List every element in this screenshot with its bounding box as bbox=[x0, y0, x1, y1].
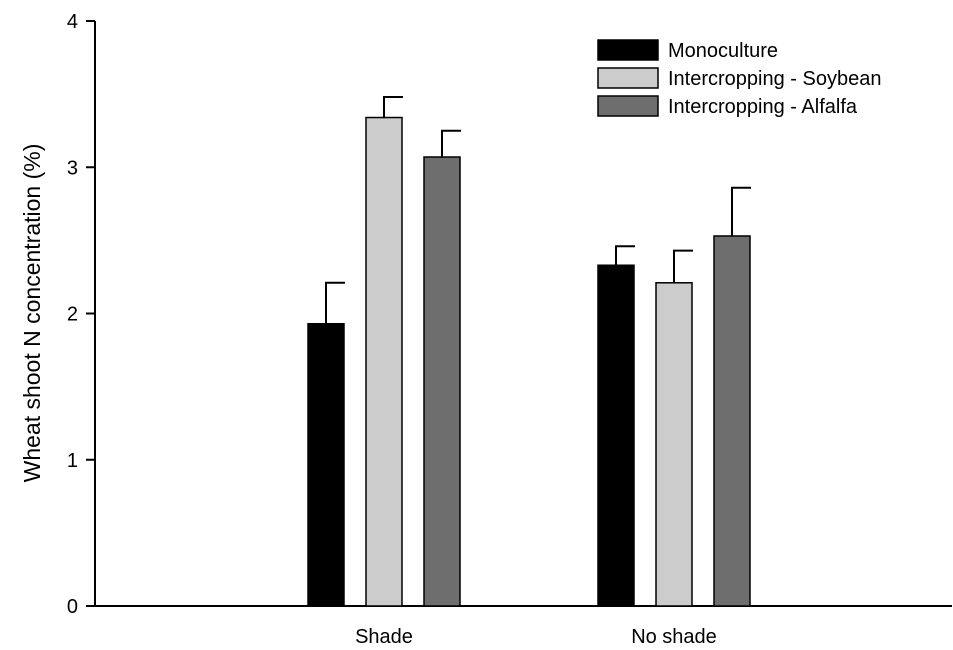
y-tick-label: 1 bbox=[67, 450, 78, 472]
bar-intercropping-alfalfa-no-shade bbox=[713, 235, 751, 607]
y-tick-label: 3 bbox=[67, 157, 78, 179]
legend-swatch bbox=[597, 67, 659, 89]
bar-monoculture-no-shade bbox=[597, 264, 635, 607]
bar-intercropping-alfalfa-shade bbox=[423, 156, 461, 607]
bar-monoculture-shade bbox=[307, 322, 345, 607]
y-ticks: 0 1 2 3 4 bbox=[67, 11, 95, 618]
bars bbox=[307, 96, 751, 607]
legend-swatch bbox=[597, 39, 659, 61]
x-category-label: No shade bbox=[631, 626, 717, 648]
y-axis-title: Wheat shoot N concentration (%) bbox=[19, 144, 45, 483]
legend-label: Intercropping - Alfalfa bbox=[668, 96, 858, 118]
bar-intercropping-soybean-no-shade bbox=[655, 282, 693, 607]
x-category-label: Shade bbox=[355, 626, 413, 648]
x-category-labels: Shade No shade bbox=[355, 626, 717, 648]
bar-intercropping-soybean-shade bbox=[365, 116, 403, 607]
legend-label: Monoculture bbox=[668, 40, 778, 62]
legend: Monoculture Intercropping - Soybean Interc… bbox=[597, 39, 881, 118]
legend-swatch bbox=[597, 95, 659, 117]
legend-label: Intercropping - Soybean bbox=[668, 68, 881, 90]
y-tick-label: 0 bbox=[67, 596, 78, 618]
y-tick-label: 4 bbox=[67, 11, 78, 33]
y-tick-label: 2 bbox=[67, 304, 78, 326]
